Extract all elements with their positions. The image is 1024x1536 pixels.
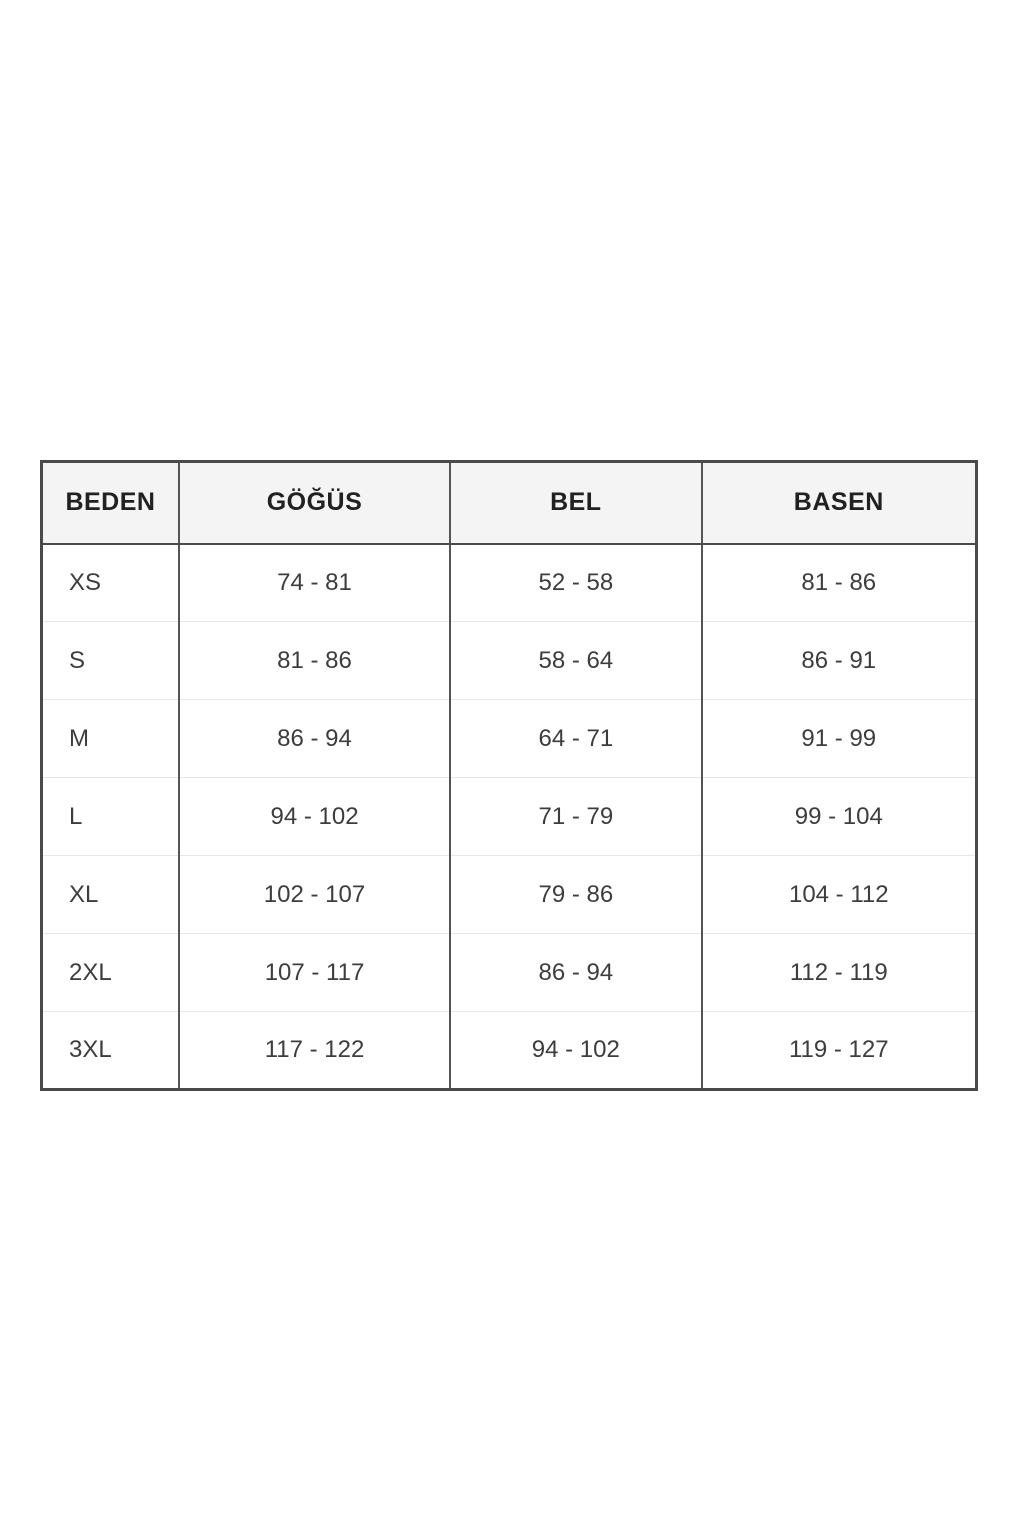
measurement-cell: 91 - 99 [700, 699, 977, 778]
size-label-cell: 2XL [41, 933, 179, 1012]
measurement-cell: 81 - 86 [177, 621, 451, 700]
size-label-cell: M [41, 699, 179, 778]
measurement-cell: 119 - 127 [700, 1011, 977, 1090]
column-header-beden: BEDEN [41, 461, 179, 545]
measurement-cell: 81 - 86 [700, 543, 977, 622]
column-header-basen: BASEN [700, 461, 977, 545]
table-row: XS 74 - 81 52 - 58 81 - 86 [41, 543, 977, 622]
size-label-cell: XS [41, 543, 179, 622]
table-row: 3XL 117 - 122 94 - 102 119 - 127 [41, 1011, 977, 1090]
size-label-cell: 3XL [41, 1011, 179, 1090]
measurement-cell: 107 - 117 [177, 933, 451, 1012]
measurement-cell: 94 - 102 [177, 777, 451, 856]
size-label-cell: L [41, 777, 179, 856]
table-row: M 86 - 94 64 - 71 91 - 99 [41, 699, 977, 778]
size-label-cell: XL [41, 855, 179, 934]
measurement-cell: 64 - 71 [449, 699, 702, 778]
header-row: BEDEN GÖĞÜS BEL BASEN [41, 461, 977, 545]
measurement-cell: 104 - 112 [700, 855, 977, 934]
table-row: L 94 - 102 71 - 79 99 - 104 [41, 777, 977, 856]
size-chart-table: BEDEN GÖĞÜS BEL BASEN XS 74 - 81 52 - 58 81… [40, 460, 978, 1091]
table-row: S 81 - 86 58 - 64 86 - 91 [41, 621, 977, 700]
column-header-bel: BEL [449, 461, 702, 545]
column-header-gogus: GÖĞÜS [177, 461, 451, 545]
measurement-cell: 112 - 119 [700, 933, 977, 1012]
measurement-cell: 71 - 79 [449, 777, 702, 856]
table-row: XL 102 - 107 79 - 86 104 - 112 [41, 855, 977, 934]
size-table-header: BEDEN GÖĞÜS BEL BASEN [41, 461, 977, 545]
measurement-cell: 102 - 107 [177, 855, 451, 934]
measurement-cell: 86 - 94 [177, 699, 451, 778]
size-table-body: XS 74 - 81 52 - 58 81 - 86 S 81 - 86 58 - 64 86… [41, 543, 977, 1090]
measurement-cell: 52 - 58 [449, 543, 702, 622]
measurement-cell: 86 - 91 [700, 621, 977, 700]
measurement-cell: 74 - 81 [177, 543, 451, 622]
measurement-cell: 58 - 64 [449, 621, 702, 700]
measurement-cell: 99 - 104 [700, 777, 977, 856]
measurement-cell: 117 - 122 [177, 1011, 451, 1090]
measurement-cell: 86 - 94 [449, 933, 702, 1012]
measurement-cell: 94 - 102 [449, 1011, 702, 1090]
measurement-cell: 79 - 86 [449, 855, 702, 934]
size-chart-table-container: BEDEN GÖĞÜS BEL BASEN XS 74 - 81 52 - 58 81… [40, 460, 978, 1091]
size-label-cell: S [41, 621, 179, 700]
table-row: 2XL 107 - 117 86 - 94 112 - 119 [41, 933, 977, 1012]
